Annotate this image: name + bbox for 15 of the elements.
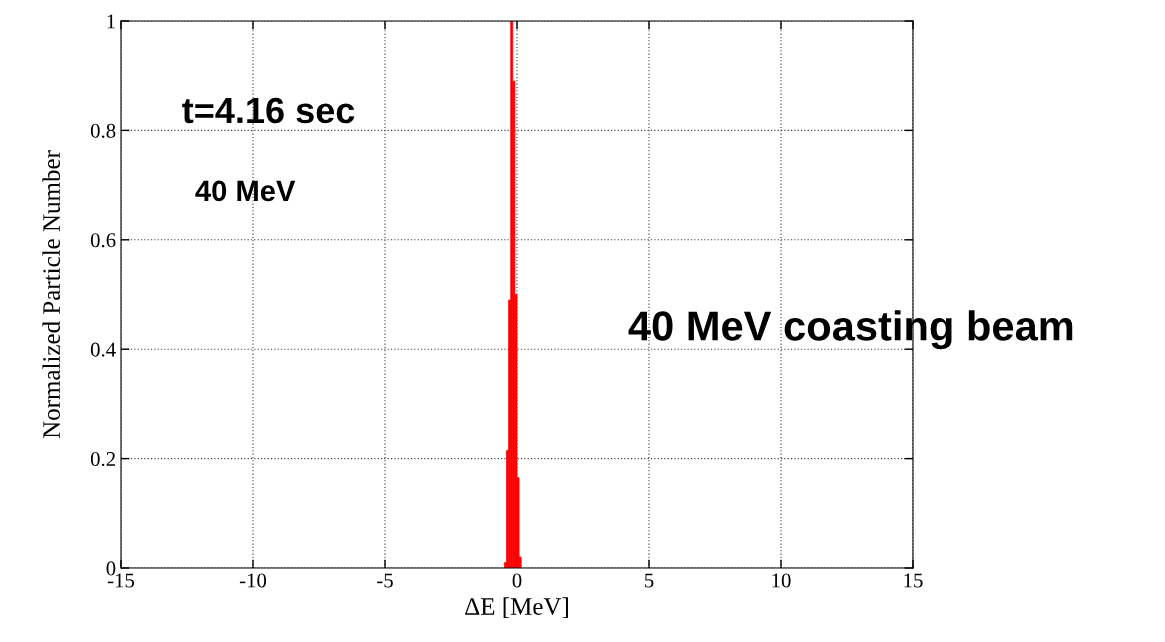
y-tick-label: 1 xyxy=(107,14,115,29)
x-axis-title: ΔE [MeV] xyxy=(465,597,568,618)
annotation: 40 MeV xyxy=(195,180,296,202)
y-axis-title: Normalized Particle Number xyxy=(42,150,61,439)
x-tick-label: 10 xyxy=(772,573,791,588)
y-tick-label: 0.4 xyxy=(90,342,116,357)
x-tick-label: 0 xyxy=(512,573,522,588)
x-tick-label: 15 xyxy=(904,573,923,588)
y-tick-label: 0.2 xyxy=(90,451,115,467)
annotation: t=4.16 sec xyxy=(182,97,355,124)
x-tick-label: 5 xyxy=(645,573,654,588)
x-tick-label: -5 xyxy=(377,573,393,588)
y-tick-label: 0.8 xyxy=(90,123,116,138)
x-tick-label: -10 xyxy=(239,573,267,588)
y-tick-label: 0.6 xyxy=(90,233,116,248)
